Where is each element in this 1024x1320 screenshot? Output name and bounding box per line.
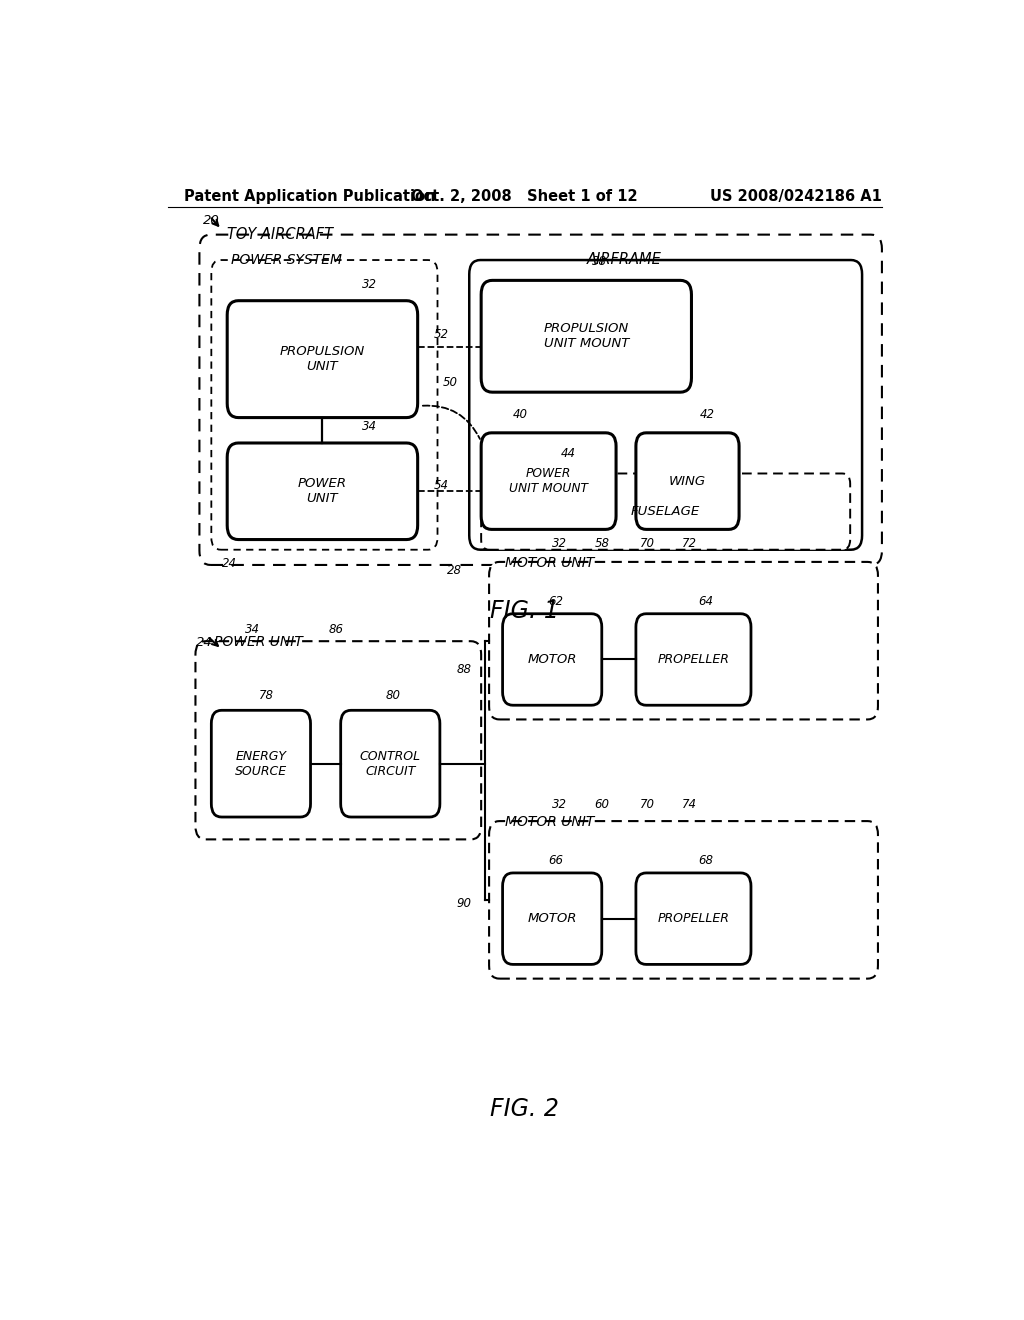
Text: 32: 32: [552, 797, 566, 810]
FancyBboxPatch shape: [200, 235, 882, 565]
Text: 60: 60: [595, 797, 609, 810]
Text: AIRFRAME: AIRFRAME: [587, 252, 662, 267]
Text: ENERGY
SOURCE: ENERGY SOURCE: [234, 750, 287, 777]
FancyBboxPatch shape: [636, 614, 751, 705]
Text: CONTROL
CIRCUIT: CONTROL CIRCUIT: [359, 750, 421, 777]
FancyBboxPatch shape: [481, 280, 691, 392]
FancyBboxPatch shape: [211, 260, 437, 549]
Text: 80: 80: [386, 689, 401, 702]
Text: 34: 34: [362, 420, 377, 433]
Text: 50: 50: [443, 376, 458, 389]
Text: FIG. 1: FIG. 1: [490, 599, 559, 623]
Text: 78: 78: [259, 689, 274, 702]
Text: 70: 70: [640, 797, 655, 810]
Text: 52: 52: [433, 329, 449, 342]
Text: POWER SYSTEM: POWER SYSTEM: [231, 253, 342, 267]
Text: 54: 54: [433, 479, 449, 492]
Text: 28: 28: [447, 564, 462, 577]
FancyBboxPatch shape: [636, 873, 751, 965]
FancyBboxPatch shape: [503, 614, 602, 705]
Text: 42: 42: [699, 408, 715, 421]
Text: 74: 74: [682, 797, 697, 810]
Text: 20: 20: [204, 214, 220, 227]
Text: PROPULSION
UNIT MOUNT: PROPULSION UNIT MOUNT: [544, 322, 629, 350]
Text: MOTOR UNIT: MOTOR UNIT: [505, 556, 594, 570]
Text: POWER
UNIT: POWER UNIT: [298, 478, 347, 506]
Text: 32: 32: [552, 537, 566, 549]
Text: 68: 68: [697, 854, 713, 867]
Text: Oct. 2, 2008   Sheet 1 of 12: Oct. 2, 2008 Sheet 1 of 12: [412, 189, 638, 203]
Text: 62: 62: [549, 594, 563, 607]
Text: 86: 86: [329, 623, 344, 636]
Text: 72: 72: [682, 537, 697, 549]
Text: 24: 24: [221, 557, 237, 570]
Text: FIG. 2: FIG. 2: [490, 1097, 559, 1121]
Text: 24: 24: [196, 636, 212, 649]
Text: 66: 66: [549, 854, 563, 867]
Text: US 2008/0242186 A1: US 2008/0242186 A1: [710, 189, 882, 203]
Text: 70: 70: [640, 537, 655, 549]
Text: 34: 34: [246, 623, 260, 636]
Text: 88: 88: [457, 663, 472, 676]
Text: 32: 32: [362, 277, 377, 290]
FancyBboxPatch shape: [636, 433, 739, 529]
FancyBboxPatch shape: [489, 562, 878, 719]
Text: MOTOR UNIT: MOTOR UNIT: [505, 816, 594, 829]
Text: 90: 90: [457, 896, 472, 909]
Text: 44: 44: [560, 447, 575, 461]
FancyBboxPatch shape: [341, 710, 440, 817]
Text: POWER
UNIT MOUNT: POWER UNIT MOUNT: [509, 467, 588, 495]
Text: 58: 58: [595, 537, 609, 549]
FancyBboxPatch shape: [469, 260, 862, 549]
FancyBboxPatch shape: [211, 710, 310, 817]
Text: TOY AIRCRAFT: TOY AIRCRAFT: [227, 227, 333, 242]
Text: FUSELAGE: FUSELAGE: [631, 506, 700, 517]
Text: Patent Application Publication: Patent Application Publication: [183, 189, 435, 203]
Text: 40: 40: [513, 408, 528, 421]
Text: 38: 38: [592, 255, 607, 268]
FancyBboxPatch shape: [481, 474, 850, 549]
Text: MOTOR: MOTOR: [527, 653, 577, 667]
FancyBboxPatch shape: [196, 642, 481, 840]
FancyBboxPatch shape: [503, 873, 602, 965]
FancyBboxPatch shape: [227, 301, 418, 417]
Text: POWER UNIT: POWER UNIT: [214, 635, 302, 649]
Text: PROPELLER: PROPELLER: [657, 912, 729, 925]
FancyBboxPatch shape: [481, 433, 616, 529]
FancyBboxPatch shape: [489, 821, 878, 978]
Text: PROPELLER: PROPELLER: [657, 653, 729, 667]
FancyBboxPatch shape: [227, 444, 418, 540]
Text: MOTOR: MOTOR: [527, 912, 577, 925]
Text: WING: WING: [669, 475, 707, 487]
Text: PROPULSION
UNIT: PROPULSION UNIT: [280, 345, 366, 374]
Text: 64: 64: [697, 594, 713, 607]
